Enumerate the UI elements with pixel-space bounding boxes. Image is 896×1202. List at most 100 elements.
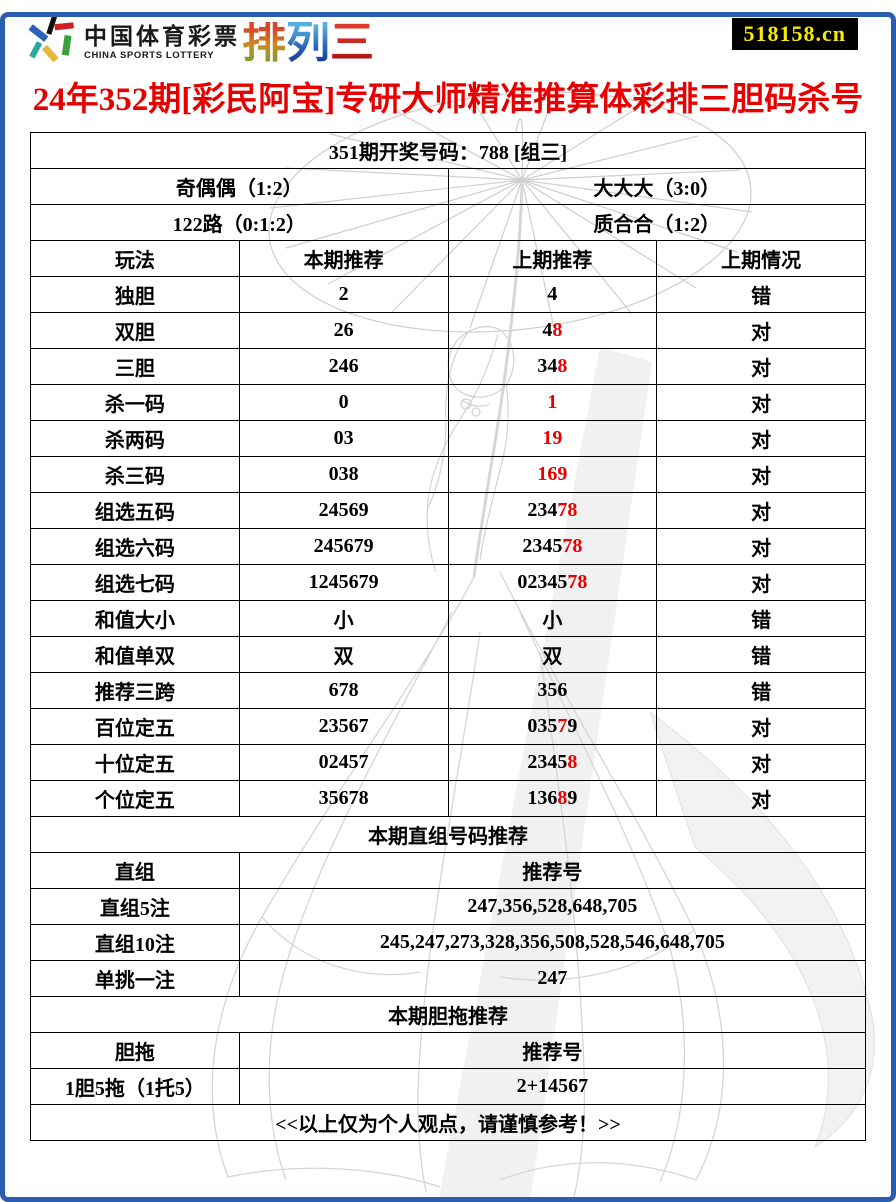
header-result: 上期情况: [656, 240, 866, 277]
current-recommend: 246: [238, 348, 449, 385]
prev-recommend: 169: [447, 456, 658, 493]
zhizu-label: 直组5注: [30, 888, 240, 925]
play-name: 十位定五: [30, 744, 240, 781]
play-name: 组选五码: [30, 492, 240, 529]
zhizu-row: 单挑一注 247: [30, 960, 867, 997]
prev-recommend: 348: [447, 348, 658, 385]
current-recommend: 1245679: [238, 564, 449, 601]
prev-part: 9: [567, 787, 578, 809]
prev-part-hit: 8: [567, 751, 578, 773]
prev-part: 2345: [527, 751, 568, 773]
prev-status: 错: [656, 600, 866, 637]
dantuo-header-numbers: 推荐号: [238, 1032, 867, 1069]
odd-even-ratio: 奇偶偶（1:2）: [30, 168, 449, 205]
zhizu-numbers: 247: [238, 960, 867, 997]
brand-text: 中国体育彩票 CHINA SPORTS LOTTERY: [84, 22, 240, 65]
prev-part: 02345: [517, 571, 568, 593]
draw-result-row: 351期开奖号码：788 [组三]: [30, 132, 866, 169]
product-char-1: 排: [242, 18, 286, 68]
current-recommend: 35678: [238, 780, 449, 817]
brand-logo: 中国体育彩票 CHINA SPORTS LOTTERY 排 列 三: [26, 12, 870, 68]
prev-part-hit: 8: [552, 319, 563, 341]
prev-part-hit: 78: [557, 499, 578, 521]
dantuo-numbers: 2+14567: [238, 1068, 867, 1105]
prev-recommend: 1: [447, 384, 658, 421]
table-row: 百位定五 23567 03579 对: [30, 708, 866, 745]
dantuo-section-title-row: 本期胆拖推荐: [30, 996, 866, 1033]
dantuo-header-type: 胆拖: [30, 1032, 240, 1069]
prev-part: 136: [527, 787, 558, 809]
current-recommend: 245679: [238, 528, 449, 565]
table-row: 推荐三跨 678 356 错: [30, 672, 866, 709]
play-name: 和值单双: [30, 636, 240, 673]
play-name: 组选六码: [30, 528, 240, 565]
prev-status: 对: [656, 348, 866, 385]
zhizu-header-type: 直组: [30, 852, 240, 889]
header-play: 玩法: [30, 240, 240, 277]
current-recommend: 038: [238, 456, 449, 493]
prev-part-hit: 169: [537, 463, 568, 485]
zhizu-section-title: 本期直组号码推荐: [30, 816, 866, 853]
dantuo-row: 1胆5拖（1托5） 2+14567: [30, 1068, 867, 1105]
summary-row-2: 122路（0:1:2） 质合合（1:2）: [30, 204, 866, 241]
prev-part: 9: [567, 715, 578, 737]
current-recommend: 23567: [238, 708, 449, 745]
current-recommend: 678: [238, 672, 449, 709]
prev-part-hit: 1: [547, 391, 558, 413]
current-recommend: 2: [238, 276, 449, 313]
summary-row-1: 奇偶偶（1:2） 大大大（3:0）: [30, 168, 866, 205]
header-current: 本期推荐: [238, 240, 449, 277]
prev-status: 错: [656, 636, 866, 673]
play-name: 百位定五: [30, 708, 240, 745]
prev-recommend: 03579: [447, 708, 658, 745]
prime-composite-ratio: 质合合（1:2）: [447, 204, 866, 241]
prev-recommend: 13689: [447, 780, 658, 817]
brand-name-cn: 中国体育彩票: [84, 22, 240, 49]
dantuo-section-title: 本期胆拖推荐: [30, 996, 866, 1033]
table-row: 个位定五 35678 13689 对: [30, 780, 866, 817]
table-row: 组选七码 1245679 0234578 对: [30, 564, 866, 601]
prev-part: 356: [537, 679, 568, 701]
prev-status: 对: [656, 780, 866, 817]
play-name: 杀一码: [30, 384, 240, 421]
play-name: 推荐三跨: [30, 672, 240, 709]
prev-part: 035: [527, 715, 558, 737]
prev-recommend: 4: [447, 276, 658, 313]
play-name: 和值大小: [30, 600, 240, 637]
prev-status: 对: [656, 744, 866, 781]
brand-name-en: CHINA SPORTS LOTTERY: [84, 49, 215, 61]
prev-status: 对: [656, 528, 866, 565]
product-char-2: 列: [286, 18, 330, 68]
prev-recommend: 19: [447, 420, 658, 457]
prev-status: 对: [656, 312, 866, 349]
play-name: 杀两码: [30, 420, 240, 457]
prev-recommend: 23458: [447, 744, 658, 781]
prev-status: 对: [656, 384, 866, 421]
play-name: 杀三码: [30, 456, 240, 493]
table-row: 和值大小 小 小 错: [30, 600, 866, 637]
table-row: 杀三码 038 169 对: [30, 456, 866, 493]
current-recommend: 03: [238, 420, 449, 457]
prev-part: 4: [542, 319, 553, 341]
prev-part-hit: 8: [557, 787, 568, 809]
prev-recommend: 0234578: [447, 564, 658, 601]
big-small-ratio: 大大大（3:0）: [447, 168, 866, 205]
table-row: 双胆 26 48 对: [30, 312, 866, 349]
prev-recommend: 234578: [447, 528, 658, 565]
zhizu-header-numbers: 推荐号: [238, 852, 867, 889]
zhizu-label: 直组10注: [30, 924, 240, 961]
prev-status: 对: [656, 456, 866, 493]
prev-part-hit: 19: [542, 427, 563, 449]
product-name: 排 列 三: [242, 18, 374, 68]
zhizu-header-row: 直组 推荐号: [30, 852, 867, 889]
prev-part: 小: [542, 610, 563, 632]
table-row: 杀一码 0 1 对: [30, 384, 866, 421]
prev-recommend: 小: [447, 600, 658, 637]
table-row: 三胆 246 348 对: [30, 348, 866, 385]
prev-status: 对: [656, 564, 866, 601]
prev-part-hit: 8: [557, 355, 568, 377]
table-row: 独胆 2 4 错: [30, 276, 866, 313]
prev-part: 4: [547, 283, 558, 305]
current-recommend: 双: [238, 636, 449, 673]
prev-recommend: 356: [447, 672, 658, 709]
